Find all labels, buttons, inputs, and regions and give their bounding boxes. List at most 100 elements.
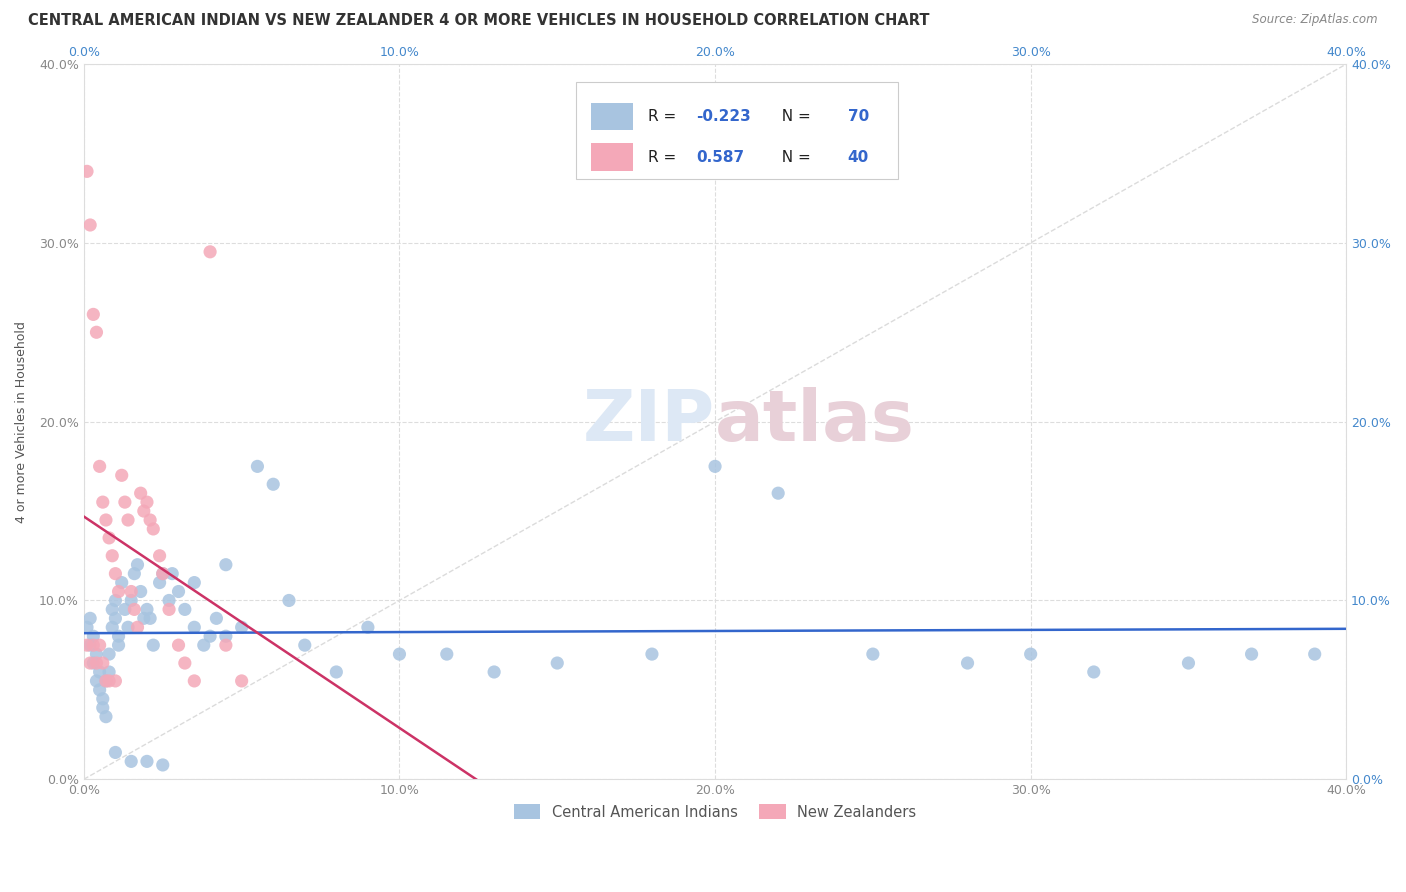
- Point: [132, 504, 155, 518]
- Point: [167, 584, 190, 599]
- Point: [104, 566, 127, 581]
- Point: [205, 611, 228, 625]
- Point: [91, 656, 114, 670]
- Point: [183, 620, 205, 634]
- Text: 0.587: 0.587: [696, 150, 744, 164]
- Point: [91, 495, 114, 509]
- Point: [704, 459, 727, 474]
- Point: [111, 468, 134, 483]
- Point: [107, 638, 129, 652]
- Point: [104, 611, 127, 625]
- Point: [152, 758, 174, 772]
- Point: [76, 638, 98, 652]
- Text: Source: ZipAtlas.com: Source: ZipAtlas.com: [1253, 13, 1378, 27]
- Point: [91, 691, 114, 706]
- Point: [127, 620, 149, 634]
- Point: [101, 602, 124, 616]
- Point: [436, 647, 458, 661]
- Point: [107, 629, 129, 643]
- Point: [94, 709, 117, 723]
- Point: [120, 593, 142, 607]
- Point: [98, 531, 121, 545]
- FancyBboxPatch shape: [576, 82, 898, 178]
- Point: [79, 218, 101, 232]
- Point: [136, 755, 159, 769]
- Point: [546, 656, 568, 670]
- Point: [101, 549, 124, 563]
- Point: [198, 244, 221, 259]
- Point: [124, 566, 146, 581]
- Text: R =: R =: [648, 109, 682, 124]
- Point: [86, 647, 108, 661]
- Point: [89, 459, 111, 474]
- Point: [766, 486, 789, 500]
- Point: [173, 602, 195, 616]
- Point: [91, 700, 114, 714]
- Point: [262, 477, 284, 491]
- Point: [117, 620, 139, 634]
- Point: [1083, 665, 1105, 679]
- Point: [98, 647, 121, 661]
- Point: [641, 647, 664, 661]
- Point: [152, 566, 174, 581]
- Point: [98, 665, 121, 679]
- Point: [183, 673, 205, 688]
- Point: [114, 495, 136, 509]
- Point: [82, 629, 104, 643]
- Point: [94, 673, 117, 688]
- Point: [120, 755, 142, 769]
- Point: [357, 620, 380, 634]
- Point: [231, 620, 253, 634]
- Point: [107, 584, 129, 599]
- Y-axis label: 4 or more Vehicles in Household: 4 or more Vehicles in Household: [15, 321, 28, 523]
- Point: [183, 575, 205, 590]
- Point: [139, 513, 162, 527]
- Point: [114, 602, 136, 616]
- Point: [1303, 647, 1326, 661]
- Point: [136, 602, 159, 616]
- Text: 40: 40: [848, 150, 869, 164]
- Point: [215, 638, 238, 652]
- Point: [325, 665, 347, 679]
- Point: [1240, 647, 1263, 661]
- Text: N =: N =: [772, 150, 815, 164]
- Point: [111, 575, 134, 590]
- Point: [157, 593, 180, 607]
- Point: [82, 656, 104, 670]
- Point: [139, 611, 162, 625]
- Point: [482, 665, 505, 679]
- Point: [129, 584, 152, 599]
- Point: [173, 656, 195, 670]
- Point: [104, 746, 127, 760]
- Point: [231, 673, 253, 688]
- Text: ZIP: ZIP: [583, 387, 716, 456]
- Point: [136, 495, 159, 509]
- Point: [215, 629, 238, 643]
- Point: [198, 629, 221, 643]
- Point: [79, 656, 101, 670]
- Point: [1177, 656, 1199, 670]
- Text: 70: 70: [848, 109, 869, 124]
- Text: N =: N =: [772, 109, 815, 124]
- Point: [104, 673, 127, 688]
- Text: -0.223: -0.223: [696, 109, 751, 124]
- Point: [101, 620, 124, 634]
- Point: [76, 620, 98, 634]
- Point: [388, 647, 411, 661]
- Point: [862, 647, 884, 661]
- Text: R =: R =: [648, 150, 686, 164]
- Point: [86, 673, 108, 688]
- Point: [278, 593, 301, 607]
- Text: CENTRAL AMERICAN INDIAN VS NEW ZEALANDER 4 OR MORE VEHICLES IN HOUSEHOLD CORRELA: CENTRAL AMERICAN INDIAN VS NEW ZEALANDER…: [28, 13, 929, 29]
- Legend: Central American Indians, New Zealanders: Central American Indians, New Zealanders: [508, 798, 922, 826]
- Point: [94, 513, 117, 527]
- Point: [160, 566, 183, 581]
- FancyBboxPatch shape: [592, 144, 633, 170]
- Point: [104, 593, 127, 607]
- Point: [117, 513, 139, 527]
- Point: [76, 164, 98, 178]
- Point: [157, 602, 180, 616]
- Point: [82, 638, 104, 652]
- Point: [86, 326, 108, 340]
- Point: [94, 673, 117, 688]
